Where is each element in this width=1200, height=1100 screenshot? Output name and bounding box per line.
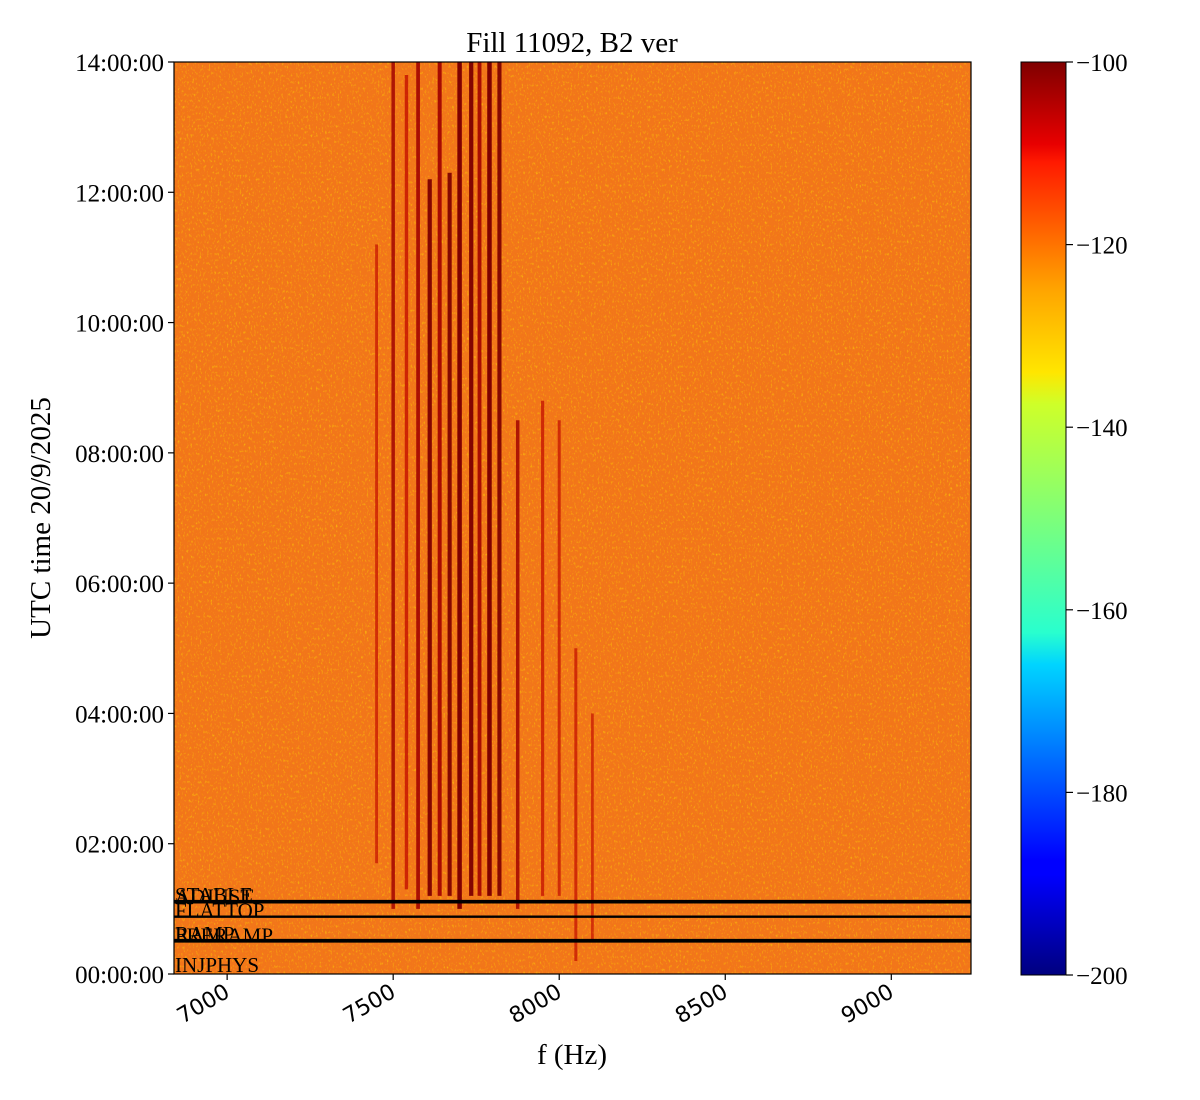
phase-marker-label: PRERAMP <box>175 923 273 947</box>
colorbar: −100 −120 −140 −160 −180 −200 <box>1020 50 1128 990</box>
x-tick-label: 7500 <box>339 980 400 1030</box>
colorbar-tick-label: −200 <box>1076 963 1128 990</box>
y-axis-label: UTC time 20/9/2025 <box>25 397 57 639</box>
x-tick-label: 8000 <box>505 980 566 1030</box>
y-tick-label: 00:00:00 <box>75 962 164 989</box>
chart-title: Fill 11092, B2 ver <box>466 27 678 59</box>
plot-frame <box>173 61 972 975</box>
y-tick-label: 14:00:00 <box>75 50 164 77</box>
colorbar-tick-label: −140 <box>1076 415 1128 442</box>
colorbar-ticks: −100 −120 −140 −160 −180 −200 <box>1066 50 1128 990</box>
colorbar-tick-label: −160 <box>1076 598 1128 625</box>
colorbar-tick-label: −100 <box>1076 50 1128 77</box>
phase-marker-label: FLATTOP <box>175 899 264 923</box>
y-tick-label: 06:00:00 <box>75 571 164 598</box>
x-tick-label: 9000 <box>837 980 898 1030</box>
y-tick-label: 08:00:00 <box>75 441 164 468</box>
x-tick-label: 8500 <box>671 980 732 1030</box>
colorbar-tick-label: −180 <box>1076 780 1128 807</box>
phase-marker-label: ADJUST <box>175 884 253 908</box>
y-tick-label: 10:00:00 <box>75 311 164 338</box>
y-tick-label: 12:00:00 <box>75 180 164 207</box>
spectrum-noise-red <box>174 62 971 974</box>
colorbar-gradient <box>1020 61 1067 976</box>
x-axis-label: f (Hz) <box>537 1039 607 1071</box>
x-axis: 7000 7500 8000 8500 9000 <box>173 974 898 1029</box>
x-tick-label: 7000 <box>173 980 234 1030</box>
y-axis: 00:00:00 02:00:00 04:00:00 06:00:00 08:00:00… <box>75 50 174 989</box>
y-tick-label: 02:00:00 <box>75 832 164 859</box>
phase-marker-label: INJPHYS <box>175 953 259 977</box>
y-tick-label: 04:00:00 <box>75 701 164 728</box>
colorbar-tick-label: −120 <box>1076 233 1128 260</box>
